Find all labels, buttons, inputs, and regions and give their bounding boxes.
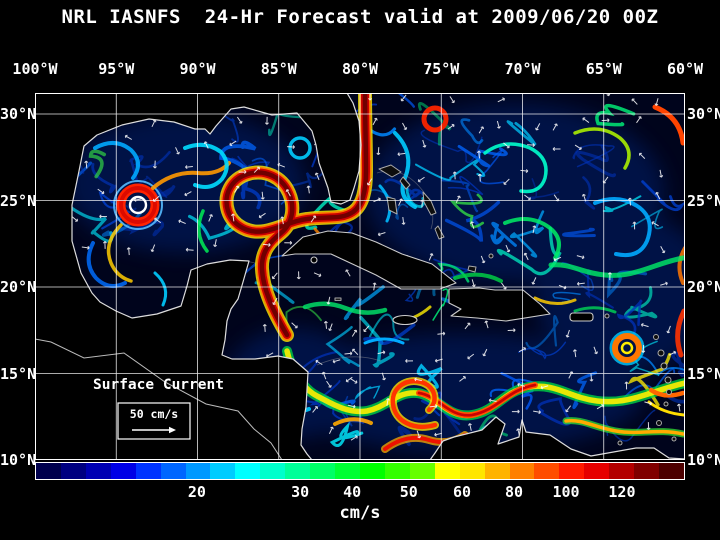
lon-label-95°W: 95°W <box>98 60 135 78</box>
colorbar-segments <box>36 463 684 479</box>
lat-label-left-15°N: 15°N <box>0 364 37 383</box>
lon-label-90°W: 90°W <box>179 60 216 78</box>
colorbar-tick-20: 20 <box>187 483 206 501</box>
longitude-axis: 100°W 95°W 90°W 85°W 80°W 75°W 70°W 65°W 60°W <box>0 59 720 79</box>
ocean-mottling <box>65 103 685 453</box>
colorbar-segment <box>384 463 410 479</box>
colorbar-segment <box>110 463 136 479</box>
islands-lesser-antilles <box>604 313 677 446</box>
lat-label-left-20°N: 20°N <box>0 278 37 296</box>
colorbar-tick-80: 80 <box>505 483 524 501</box>
lon-label-85°W: 85°W <box>260 60 297 78</box>
lon-label-100°W: 100°W <box>12 60 58 78</box>
island-jamaica <box>392 314 418 326</box>
colorbar-segment <box>260 463 286 479</box>
coastline-gulf-caribbean <box>71 93 362 460</box>
lat-label-right-10°N: 10°N <box>687 451 720 469</box>
colorbar-segment <box>409 463 435 479</box>
lat-label-left-10°N: 10°N <box>0 451 37 469</box>
scale-box <box>117 402 191 440</box>
colorbar-segment <box>609 463 635 479</box>
map-frame <box>35 93 685 460</box>
island-hispaniola <box>448 287 551 322</box>
plot-title: NRL IASNFS 24-Hr Forecast valid at 2009/… <box>61 6 659 28</box>
colorbar-segment <box>85 463 111 479</box>
island-isle-of-youth <box>310 256 318 264</box>
colorbar-segment <box>509 463 535 479</box>
west-gulf-eddy <box>106 161 231 283</box>
lon-label-70°W: 70°W <box>504 60 541 78</box>
coastline-south-america <box>429 416 685 460</box>
lon-label-75°W: 75°W <box>423 60 460 78</box>
colorbar-segment <box>459 463 485 479</box>
surface-current-map: Surface Current 50 cm/s <box>35 93 685 460</box>
colorbar-unit-label: cm/s <box>339 503 381 523</box>
colorbar-segment <box>310 463 336 479</box>
colorbar-segment <box>534 463 560 479</box>
colorbar-segment <box>359 463 385 479</box>
colorbar-segment <box>185 463 211 479</box>
colorbar-segment <box>235 463 261 479</box>
coastline-pacific <box>35 338 283 460</box>
lon-label-65°W: 65°W <box>585 60 622 78</box>
islands-layer <box>281 164 677 446</box>
lat-label-right-15°N: 15°N <box>687 364 720 383</box>
colorbar-tick-50: 50 <box>399 483 418 501</box>
island-cuba <box>281 230 457 290</box>
lon-label-80°W: 80°W <box>341 60 379 78</box>
colorbar-segment <box>160 463 186 479</box>
island-puerto-rico <box>569 312 594 322</box>
east-caribbean-eddy <box>609 330 645 366</box>
grid-lines <box>35 93 685 460</box>
lat-label-right-25°N: 25°N <box>687 191 720 210</box>
colorbar-segment <box>60 463 86 479</box>
colorbar-tick-100: 100 <box>552 483 580 501</box>
colorbar-segment <box>584 463 610 479</box>
colorbar-tick-40: 40 <box>343 483 362 501</box>
colorbar-tick-120: 120 <box>608 483 636 501</box>
lat-label-right-30°N: 30°N <box>687 105 720 123</box>
colorbar-segment <box>659 463 684 479</box>
lat-label-left-30°N: 30°N <box>0 105 37 123</box>
colorbar-segment <box>335 463 360 479</box>
surface-current-label: Surface Current <box>93 377 224 393</box>
land-south-america <box>430 417 685 460</box>
colorbar-tick-30: 30 <box>291 483 310 501</box>
colorbar-segment <box>210 463 236 479</box>
map-annotations: Surface Current 50 cm/s <box>93 377 224 440</box>
lat-label-left-25°N: 25°N <box>0 191 37 210</box>
lon-label-60°W: 60°W <box>666 60 704 78</box>
colorbar <box>35 462 685 480</box>
colorbar-ticks: 20 30 40 50 60 80 100 120 <box>35 483 685 501</box>
scale-value-label: 50 cm/s <box>130 407 178 421</box>
colorbar-segment <box>484 463 510 479</box>
islands-bahamas <box>334 164 494 301</box>
colorbar-segment <box>135 463 161 479</box>
colorbar-segment <box>634 463 660 479</box>
scale-arrow-icon <box>169 426 176 434</box>
colorbar-segment <box>285 463 311 479</box>
colorbar-segment <box>559 463 585 479</box>
colorbar-segment <box>36 463 61 479</box>
lat-label-right-20°N: 20°N <box>687 278 720 296</box>
colorbar-segment <box>434 463 460 479</box>
colorbar-tick-60: 60 <box>453 483 472 501</box>
